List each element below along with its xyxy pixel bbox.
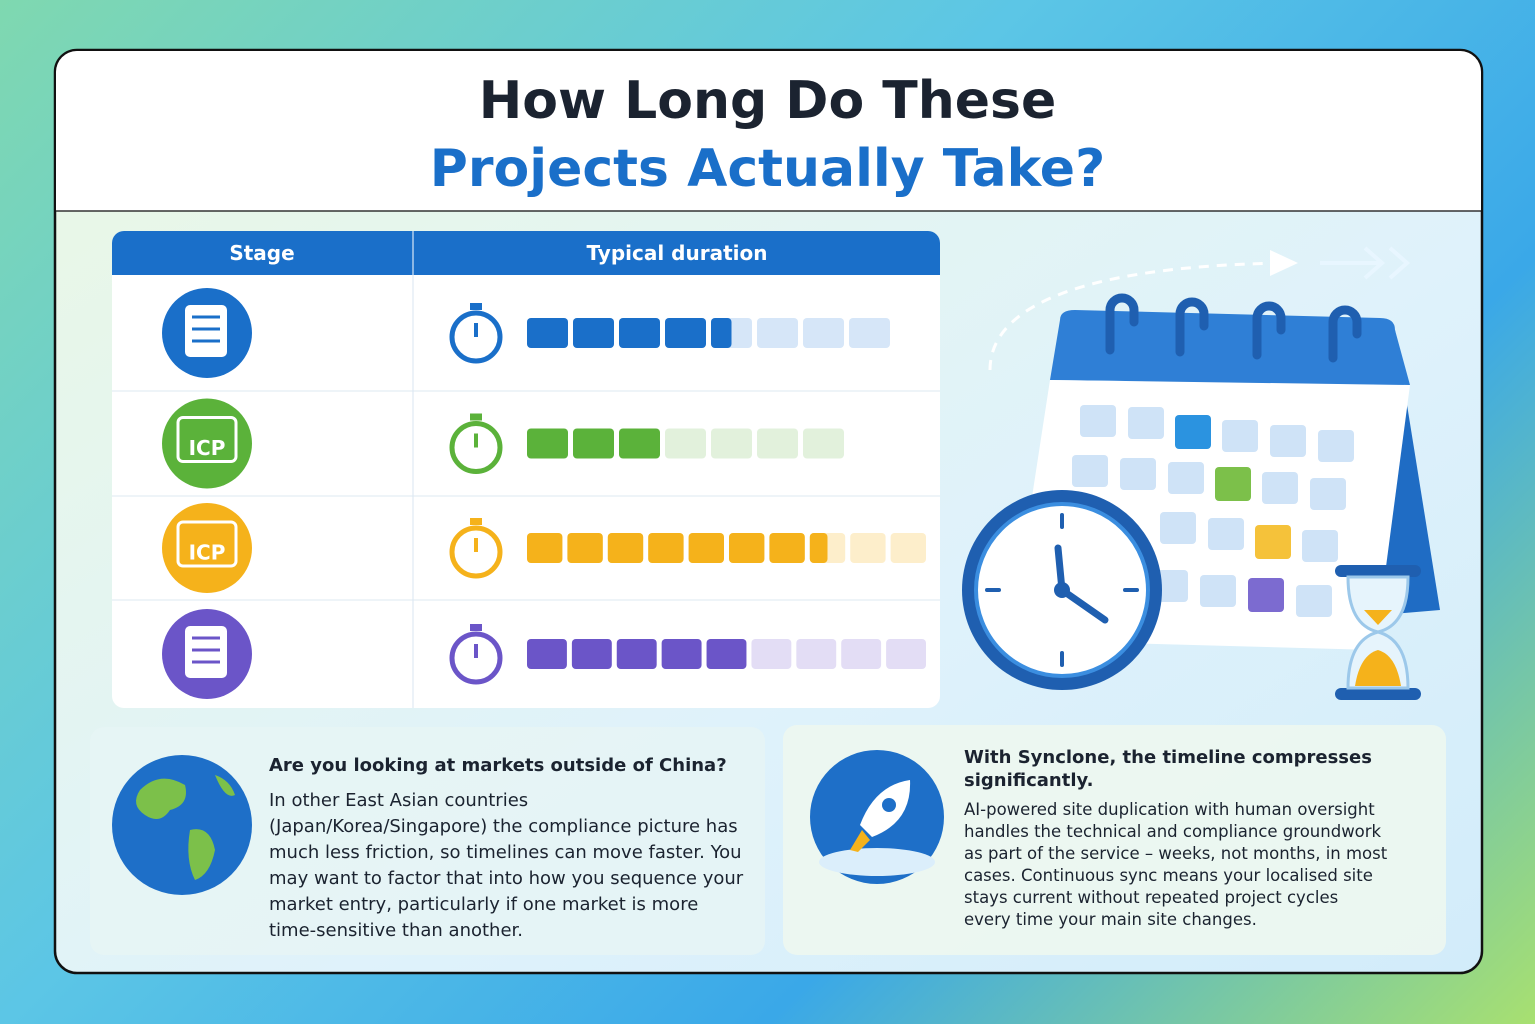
duration-segment	[796, 639, 837, 669]
table-header	[112, 231, 940, 275]
duration-segment	[803, 428, 844, 459]
duration-segment-filled	[706, 639, 747, 669]
column-header: Typical duration	[586, 241, 768, 265]
duration-segment-filled	[527, 428, 568, 459]
stopwatch-crown	[470, 413, 482, 421]
duration-segment-filled	[661, 639, 702, 669]
stage-icon-window	[176, 416, 238, 463]
note-body: AI-powered site duplication with human o…	[964, 800, 1388, 929]
stopwatch-crown	[470, 518, 482, 525]
calendar-illustration	[962, 246, 1440, 700]
stopwatch-crown	[470, 624, 482, 631]
duration-segment	[886, 639, 926, 669]
note-box	[783, 725, 1446, 955]
stage-icon	[162, 398, 252, 489]
duration-segment	[665, 428, 706, 459]
duration-segment	[890, 533, 926, 563]
duration-segment	[757, 428, 798, 459]
header-bg	[56, 51, 1481, 211]
duration-segment-filled	[571, 639, 612, 669]
rocket-icon	[810, 750, 944, 884]
title: How Long Do These	[478, 71, 1057, 131]
note-heading: Are you looking at markets outside of Ch…	[269, 755, 727, 776]
globe-icon	[112, 755, 252, 895]
duration-segment-filled	[527, 533, 563, 563]
stage-icon-sheet	[185, 305, 227, 357]
duration-segment-filled	[607, 533, 644, 563]
duration-segment	[850, 533, 886, 563]
stopwatch-crown	[470, 303, 482, 310]
duration-segment-filled	[688, 533, 724, 563]
duration-segment	[757, 318, 798, 348]
duration-segment-filled	[729, 533, 765, 563]
duration-segment-filled	[616, 639, 657, 669]
duration-segment-filled	[619, 428, 660, 459]
column-header: Stage	[229, 241, 295, 265]
stage-icon	[162, 503, 252, 593]
duration-segment-filled	[711, 318, 732, 348]
duration-segment	[841, 639, 882, 669]
duration-segment-filled	[648, 533, 684, 563]
duration-segment-filled	[665, 318, 706, 348]
duration-segment-filled	[567, 533, 603, 563]
note-box	[90, 727, 765, 955]
note-body: In other East Asian countries (Japan/Kor…	[269, 790, 744, 941]
duration-segment	[803, 318, 844, 348]
note-heading: With Synclone, the timeline compresses s…	[964, 747, 1372, 791]
duration-segment-filled	[619, 318, 660, 348]
title: Projects Actually Take?	[429, 139, 1106, 199]
duration-segment-filled	[527, 639, 567, 669]
duration-segment	[711, 428, 752, 459]
duration-segment-filled	[573, 318, 614, 348]
duration-segment-filled	[769, 533, 805, 563]
duration-segment-filled	[809, 533, 828, 563]
duration-segment	[849, 318, 890, 348]
stage-icon-sheet	[185, 626, 227, 678]
duration-segment-filled	[527, 318, 568, 348]
duration-segment	[751, 639, 792, 669]
duration-segment-filled	[573, 428, 614, 459]
stage-icon-label: ICP	[189, 541, 226, 565]
stage-icon-window	[176, 520, 238, 568]
stage-icon-label: ICP	[189, 436, 226, 460]
table-bg	[112, 231, 940, 708]
